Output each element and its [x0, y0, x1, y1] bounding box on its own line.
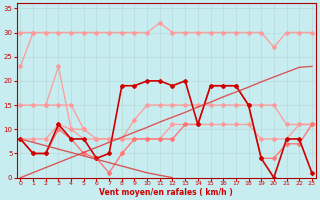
X-axis label: Vent moyen/en rafales ( km/h ): Vent moyen/en rafales ( km/h ) [99, 188, 233, 197]
